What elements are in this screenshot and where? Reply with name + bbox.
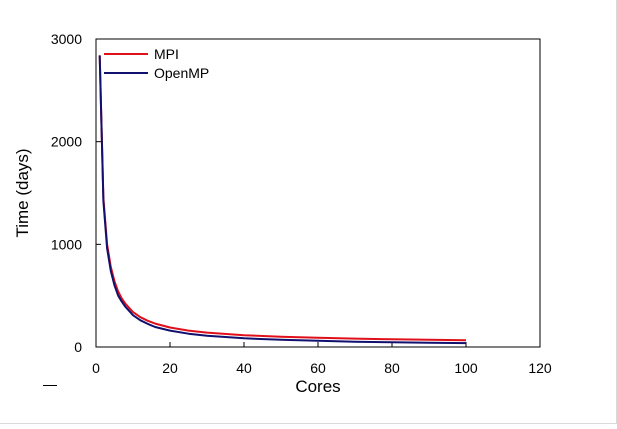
- x-axis-ticks: 0 20 40 60 80 100 120: [92, 342, 552, 376]
- series-line-mpi: [98, 55, 467, 342]
- x-axis-title: Cores: [295, 377, 340, 396]
- legend-label-mpi: MPI: [154, 46, 179, 62]
- y-axis-title: Time (days): [13, 148, 32, 237]
- y-tick-label: 3000: [51, 31, 82, 47]
- x-tick-label: 60: [310, 360, 326, 376]
- x-tick-label: 100: [454, 360, 478, 376]
- x-tick-label: 80: [384, 360, 400, 376]
- stray-dash-mark: [43, 385, 57, 386]
- x-tick-label: 0: [92, 360, 100, 376]
- y-tick-label: 2000: [51, 134, 82, 150]
- x-tick-label: 40: [236, 360, 252, 376]
- legend-label-openmp: OpenMP: [154, 65, 209, 81]
- series-line-openmp: [98, 55, 467, 345]
- legend: MPI OpenMP: [104, 46, 209, 81]
- plot-frame: [95, 38, 541, 348]
- y-tick-label: 1000: [51, 236, 82, 252]
- x-tick-label: 20: [162, 360, 178, 376]
- y-axis-ticks: 0 1000 2000 3000: [51, 31, 101, 355]
- x-tick-label: 120: [528, 360, 552, 376]
- y-tick-label: 0: [74, 339, 82, 355]
- series-layer: [98, 55, 467, 345]
